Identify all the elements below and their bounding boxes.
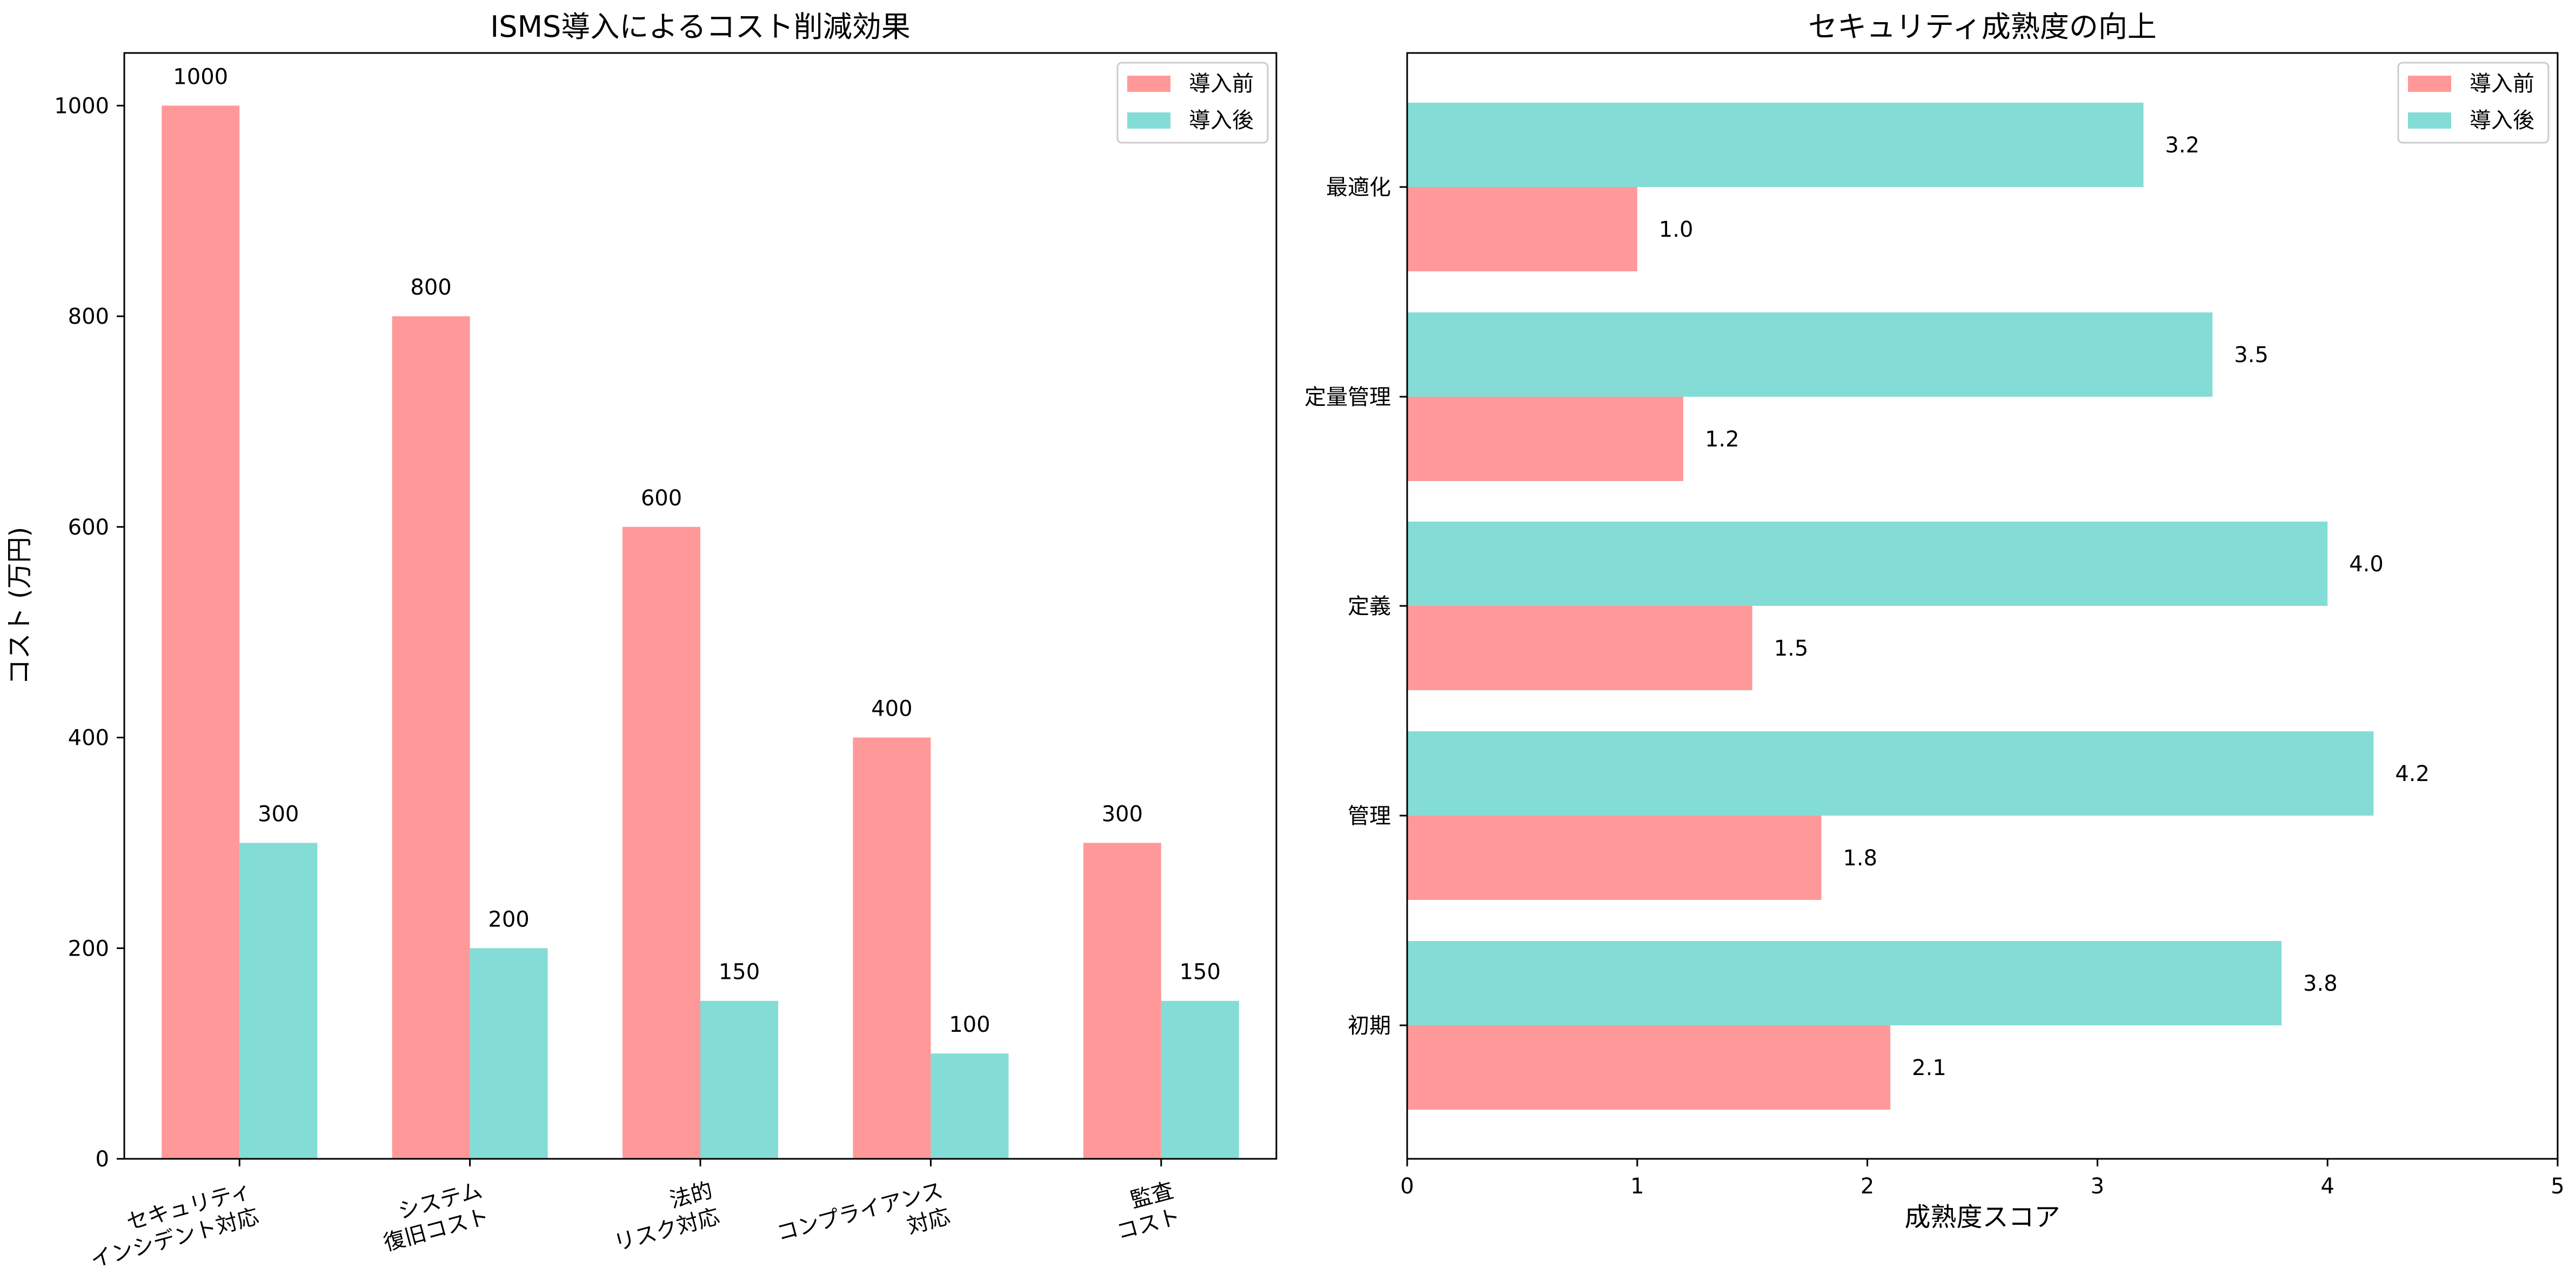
bar-before [1407, 187, 1637, 271]
x-tick-label: 4 [2320, 1174, 2334, 1199]
data-label: 150 [1180, 960, 1221, 985]
x-tick-label: 法的リスク対応 [604, 1178, 722, 1256]
y-tick-label: 管理 [1348, 804, 1391, 829]
bar-after [700, 1000, 778, 1159]
x-tick-label: 監査コスト [1107, 1178, 1183, 1245]
bar-before [623, 526, 700, 1159]
legend-label-after: 導入後 [1189, 108, 1254, 133]
x-tick-label: コンプライアンス対応 [774, 1178, 952, 1272]
x-tick-label: 0 [1400, 1174, 1414, 1199]
data-label: 4.0 [2349, 552, 2384, 577]
y-tick-label: 1000 [54, 94, 109, 118]
y-axis-label: コスト (万円) [4, 527, 35, 685]
bar-after [931, 1053, 1009, 1159]
bar-before [1407, 606, 1752, 690]
data-label: 1000 [173, 64, 228, 89]
plot-frame [1406, 52, 2559, 1160]
y-tick-label: 0 [96, 1147, 109, 1172]
bar-before [162, 105, 240, 1159]
y-tick-label: 400 [68, 726, 109, 751]
plot-frame [123, 52, 1277, 1160]
x-tick-label-line: コスト [1114, 1204, 1183, 1245]
legend-swatch-after [2408, 112, 2451, 129]
legend-swatch-before [1127, 76, 1170, 92]
bar-before [853, 737, 931, 1159]
data-label: 3.8 [2303, 971, 2338, 996]
x-tick-label: システム復旧コスト [374, 1178, 492, 1256]
chart-title: ISMS導入によるコスト削減効果 [490, 10, 910, 44]
data-label: 4.2 [2395, 762, 2430, 786]
legend-swatch-before [2408, 76, 2451, 92]
data-label: 200 [488, 907, 529, 932]
x-tick-label: セキュリティインシデント対応 [81, 1178, 262, 1273]
data-label: 1.8 [1843, 846, 1877, 871]
bar-after [1407, 312, 2213, 397]
x-tick-label: 2 [1861, 1174, 1874, 1199]
y-tick-label: 定量管理 [1304, 385, 1391, 410]
bar-after [1161, 1000, 1239, 1159]
data-label: 1.0 [1659, 217, 1694, 242]
bar-after [1407, 522, 2328, 606]
data-label: 3.2 [2165, 133, 2200, 158]
x-tick-label: 5 [2551, 1174, 2564, 1199]
legend-label-before: 導入前 [2470, 71, 2534, 96]
bar-after [1407, 103, 2144, 187]
data-label: 1.2 [1705, 427, 1739, 452]
data-label: 300 [1102, 802, 1143, 826]
data-label: 150 [719, 960, 760, 985]
y-tick-label: 定義 [1348, 594, 1391, 619]
legend-label-before: 導入前 [1189, 71, 1254, 96]
data-label: 100 [949, 1012, 990, 1037]
data-label: 400 [871, 697, 912, 722]
y-tick-label: 最適化 [1326, 175, 1391, 200]
data-label: 3.5 [2234, 343, 2269, 368]
bar-before [1083, 843, 1161, 1159]
bar-after [239, 843, 318, 1159]
bar-after [1407, 731, 2374, 816]
bar-after [470, 948, 548, 1159]
bar-after [1407, 941, 2282, 1025]
bar-before [1407, 816, 1822, 900]
y-tick-label: 200 [68, 936, 109, 961]
bar-before [1407, 397, 1683, 481]
chart-title: セキュリティ成熟度の向上 [1808, 10, 2157, 44]
x-axis-label: 成熟度スコア [1904, 1202, 2060, 1232]
x-tick-label: 3 [2091, 1174, 2104, 1199]
bar-before [1407, 1025, 1891, 1110]
bar-before [392, 316, 470, 1159]
x-tick-label: 1 [1630, 1174, 1644, 1199]
legend-label-after: 導入後 [2470, 108, 2534, 133]
data-label: 2.1 [1912, 1056, 1946, 1080]
data-label: 1.5 [1774, 636, 1809, 661]
data-label: 800 [410, 275, 451, 300]
y-tick-label: 600 [68, 515, 109, 540]
data-label: 600 [641, 486, 682, 511]
x-tick-label-line: リスク対応 [611, 1204, 722, 1256]
y-tick-label: 800 [68, 304, 109, 329]
data-label: 300 [258, 802, 299, 826]
legend-swatch-after [1127, 112, 1170, 129]
y-tick-label: 初期 [1348, 1013, 1391, 1038]
